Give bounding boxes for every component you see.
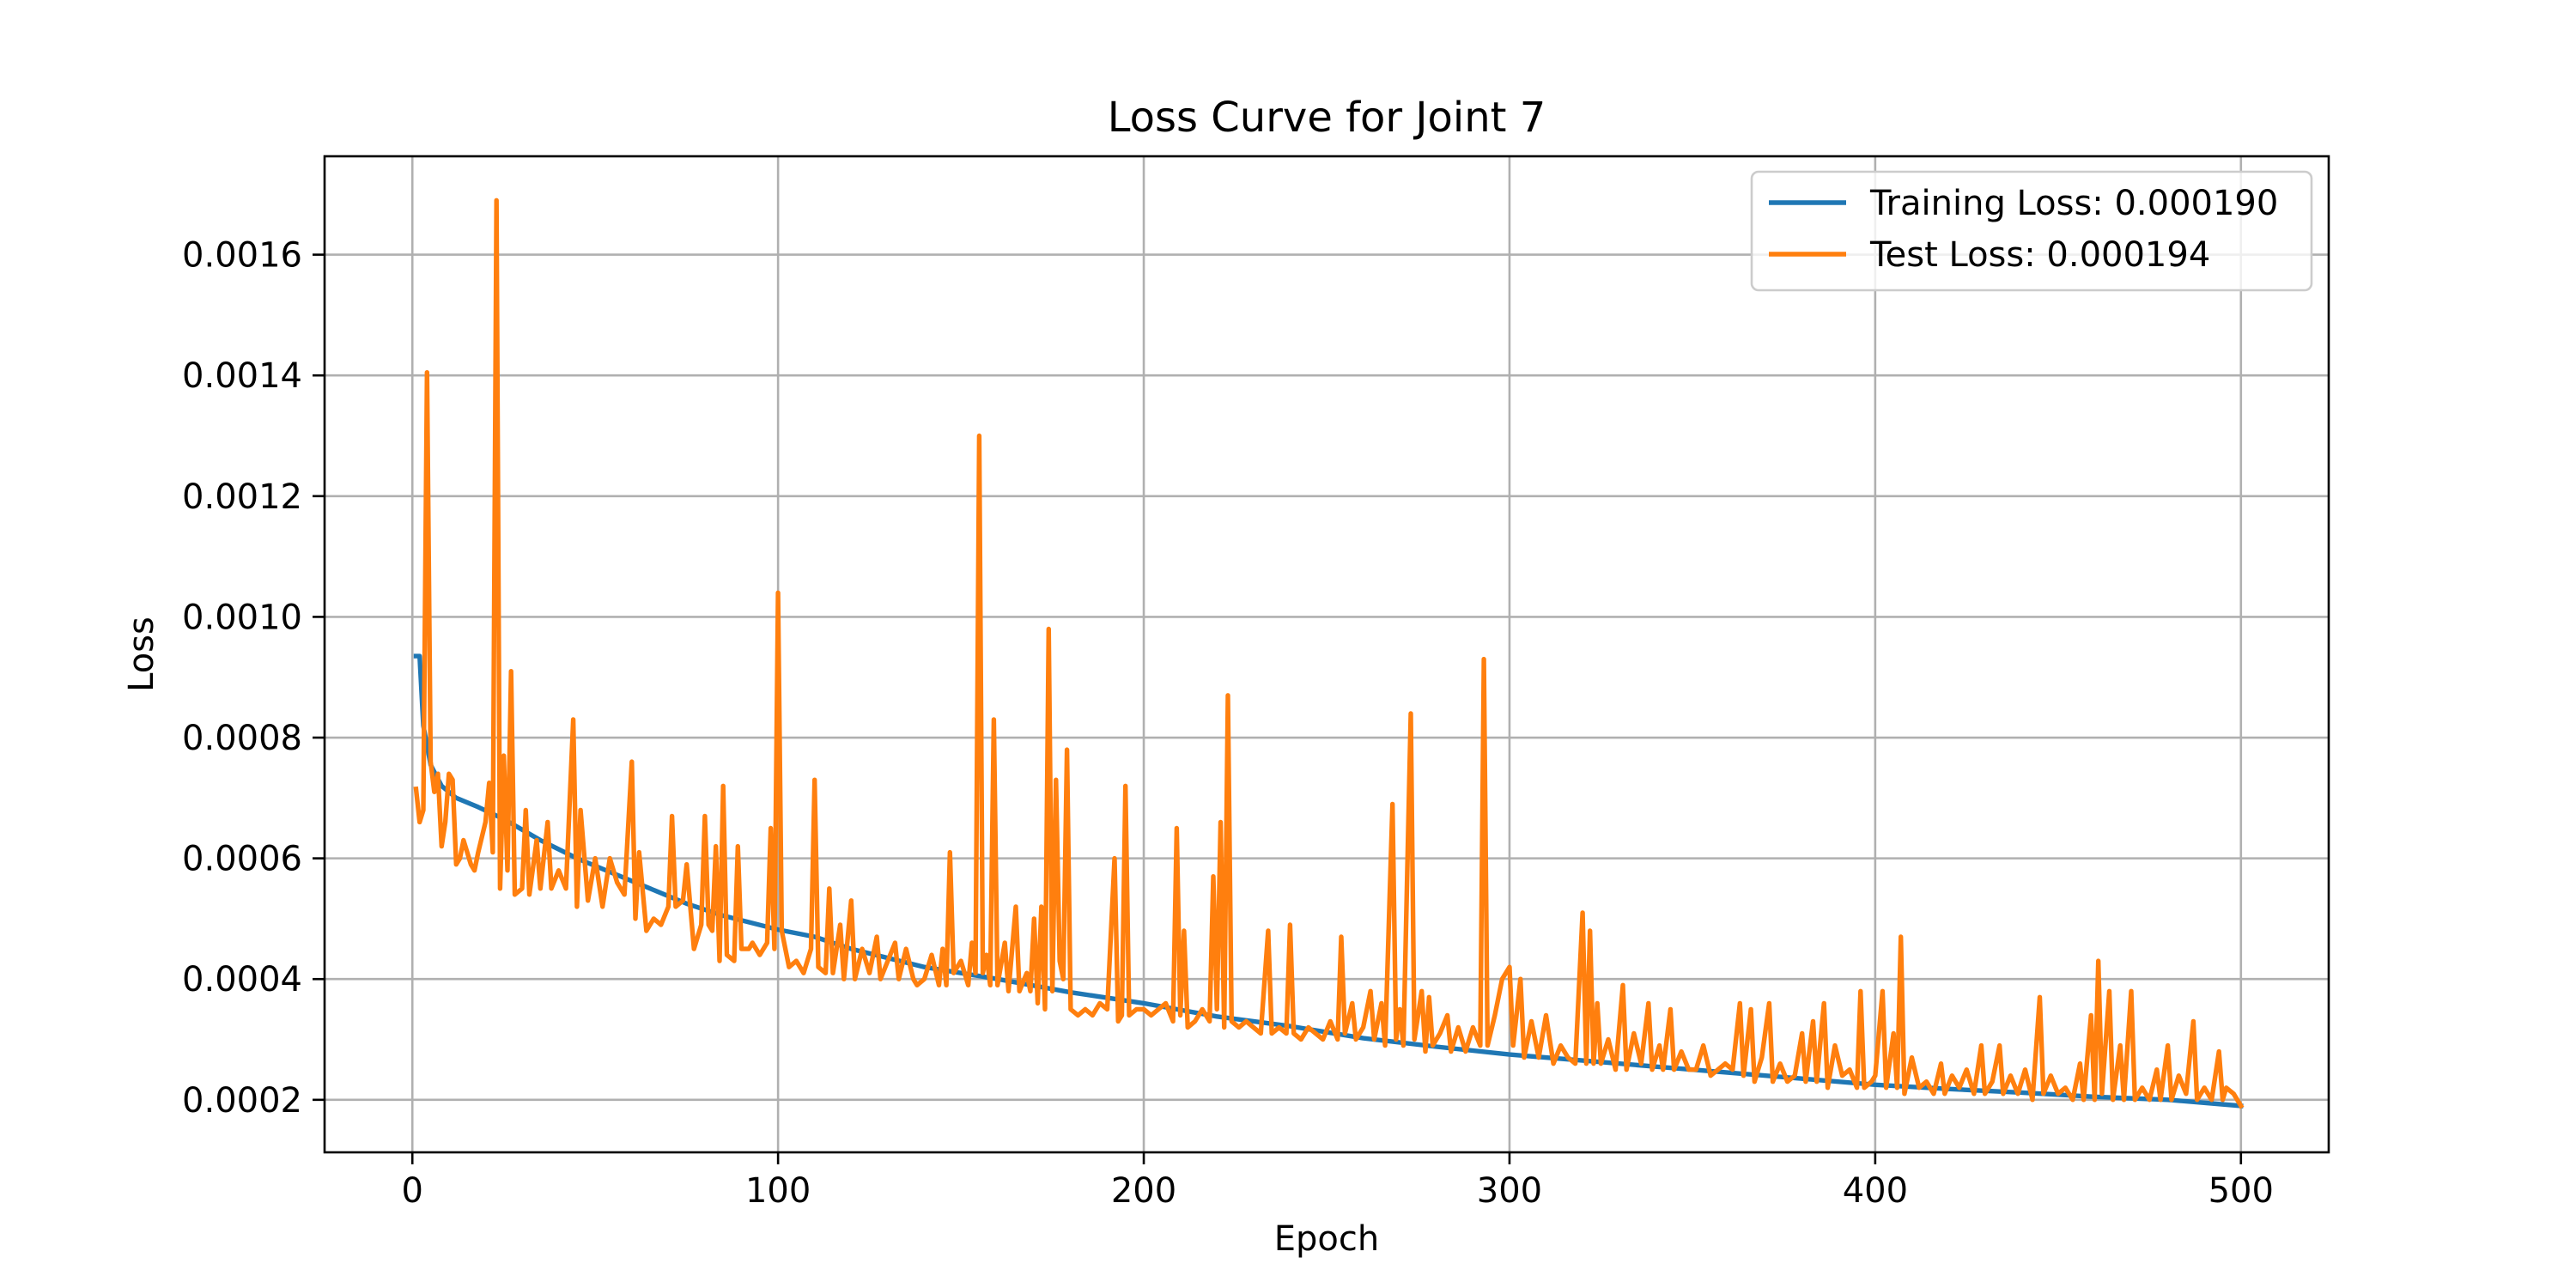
x-tick-label: 0 [401,1171,422,1211]
y-tick-label: 0.0006 [182,840,302,879]
chart-title: Loss Curve for Joint 7 [1108,94,1546,142]
y-tick-label: 0.0016 [182,236,302,276]
y-tick-label: 0.0012 [182,477,302,517]
x-tick-label: 500 [2208,1171,2274,1211]
x-tick-label: 200 [1111,1171,1176,1211]
series-layer [413,197,2245,1109]
y-tick-label: 0.0010 [182,598,302,637]
y-tick-label: 0.0014 [182,356,302,396]
y-tick-label: 0.0008 [182,719,302,758]
legend: Training Loss: 0.000190 Test Loss: 0.000… [1750,170,2313,292]
y-axis-label: Loss [122,617,161,692]
x-tick-label: 300 [1477,1171,1542,1211]
legend-box [1750,170,2313,292]
x-tick-label: 400 [1843,1171,1908,1211]
y-tick-label: 0.0004 [182,960,302,999]
plot-frame [323,155,2330,1154]
x-axis-ticks: 0 100 200 300 400 500 [401,1152,2274,1211]
test-loss-line [413,197,2245,1109]
legend-label-training: Training Loss: 0.000190 [1869,184,2278,223]
y-tick-label: 0.0002 [182,1081,302,1121]
grid-layer [325,156,2329,1152]
x-axis-label: Epoch [1274,1219,1379,1259]
legend-label-test: Test Loss: 0.000194 [1869,235,2210,275]
x-tick-label: 100 [745,1171,811,1211]
y-axis-ticks: 0.0002 0.0004 0.0006 0.0008 0.0010 0.0012 0.00… [182,236,325,1121]
